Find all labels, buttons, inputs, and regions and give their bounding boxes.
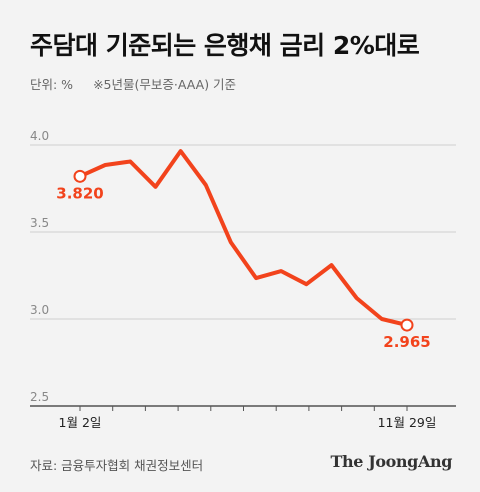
y-tick-label-3: 4.0 xyxy=(30,129,49,143)
line-chart: 2.5 3.0 3.5 4.0 1월 2일 11월 29일 3.820 2.965 xyxy=(30,129,456,430)
brand-logo: The JoongAng xyxy=(330,452,453,471)
unit-label: 단위: % xyxy=(30,77,74,92)
data-point-1 xyxy=(400,318,414,332)
x-tick-label-0: 1월 2일 xyxy=(59,415,102,430)
y-tick-label-0: 2.5 xyxy=(30,390,49,404)
chart-subtitle: 단위: % ※5년물(무보증·AAA) 기준 xyxy=(30,74,236,93)
series-line xyxy=(78,149,409,328)
y-tick-label-1: 3.0 xyxy=(30,303,49,317)
source-note: 자료: 금융투자협회 채권정보센터 xyxy=(30,458,204,473)
data-point-0 xyxy=(73,169,87,183)
data-label-1: 2.965 xyxy=(383,333,430,351)
data-label-0: 3.820 xyxy=(56,184,103,202)
x-tick-label-1: 11월 29일 xyxy=(378,415,437,430)
chart-title: 주담대 기준되는 은행채 금리 2%대로 xyxy=(30,31,420,60)
basis-note: ※5년물(무보증·AAA) 기준 xyxy=(93,77,237,92)
y-tick-label-2: 3.5 xyxy=(30,216,49,230)
